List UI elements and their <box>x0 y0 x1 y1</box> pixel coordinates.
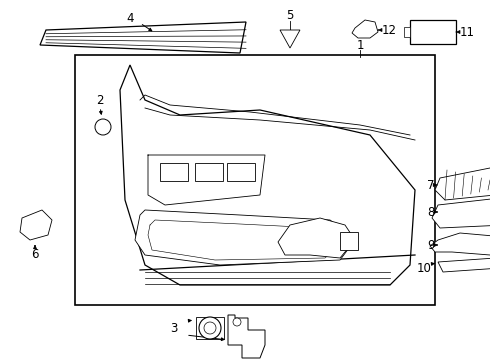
Text: 11: 11 <box>460 26 475 39</box>
Polygon shape <box>120 65 415 285</box>
Text: 1: 1 <box>356 39 364 51</box>
Circle shape <box>95 119 111 135</box>
Text: 2: 2 <box>96 94 104 107</box>
Text: 7: 7 <box>427 179 435 192</box>
Text: 8: 8 <box>428 206 435 219</box>
Circle shape <box>233 318 241 326</box>
Polygon shape <box>228 315 265 358</box>
Polygon shape <box>20 210 52 240</box>
Bar <box>196 317 224 339</box>
Polygon shape <box>432 198 490 228</box>
Polygon shape <box>430 233 490 255</box>
Bar <box>410 20 456 44</box>
Polygon shape <box>40 22 246 53</box>
Text: 3: 3 <box>171 321 178 334</box>
Bar <box>160 163 188 181</box>
Polygon shape <box>438 257 490 272</box>
Text: 9: 9 <box>427 239 435 252</box>
Circle shape <box>199 317 221 339</box>
Bar <box>195 163 223 181</box>
Bar <box>227 163 255 181</box>
Circle shape <box>204 322 216 334</box>
Text: 12: 12 <box>382 23 397 36</box>
Bar <box>340 232 358 250</box>
Polygon shape <box>352 20 378 38</box>
Polygon shape <box>435 168 490 200</box>
Polygon shape <box>280 30 300 48</box>
Text: 10: 10 <box>417 261 432 274</box>
Polygon shape <box>135 210 355 265</box>
Bar <box>404 27 410 37</box>
Text: 4: 4 <box>126 12 134 24</box>
Text: 6: 6 <box>31 248 39 261</box>
Polygon shape <box>278 218 355 258</box>
Text: 5: 5 <box>286 9 294 22</box>
Bar <box>75 55 435 305</box>
